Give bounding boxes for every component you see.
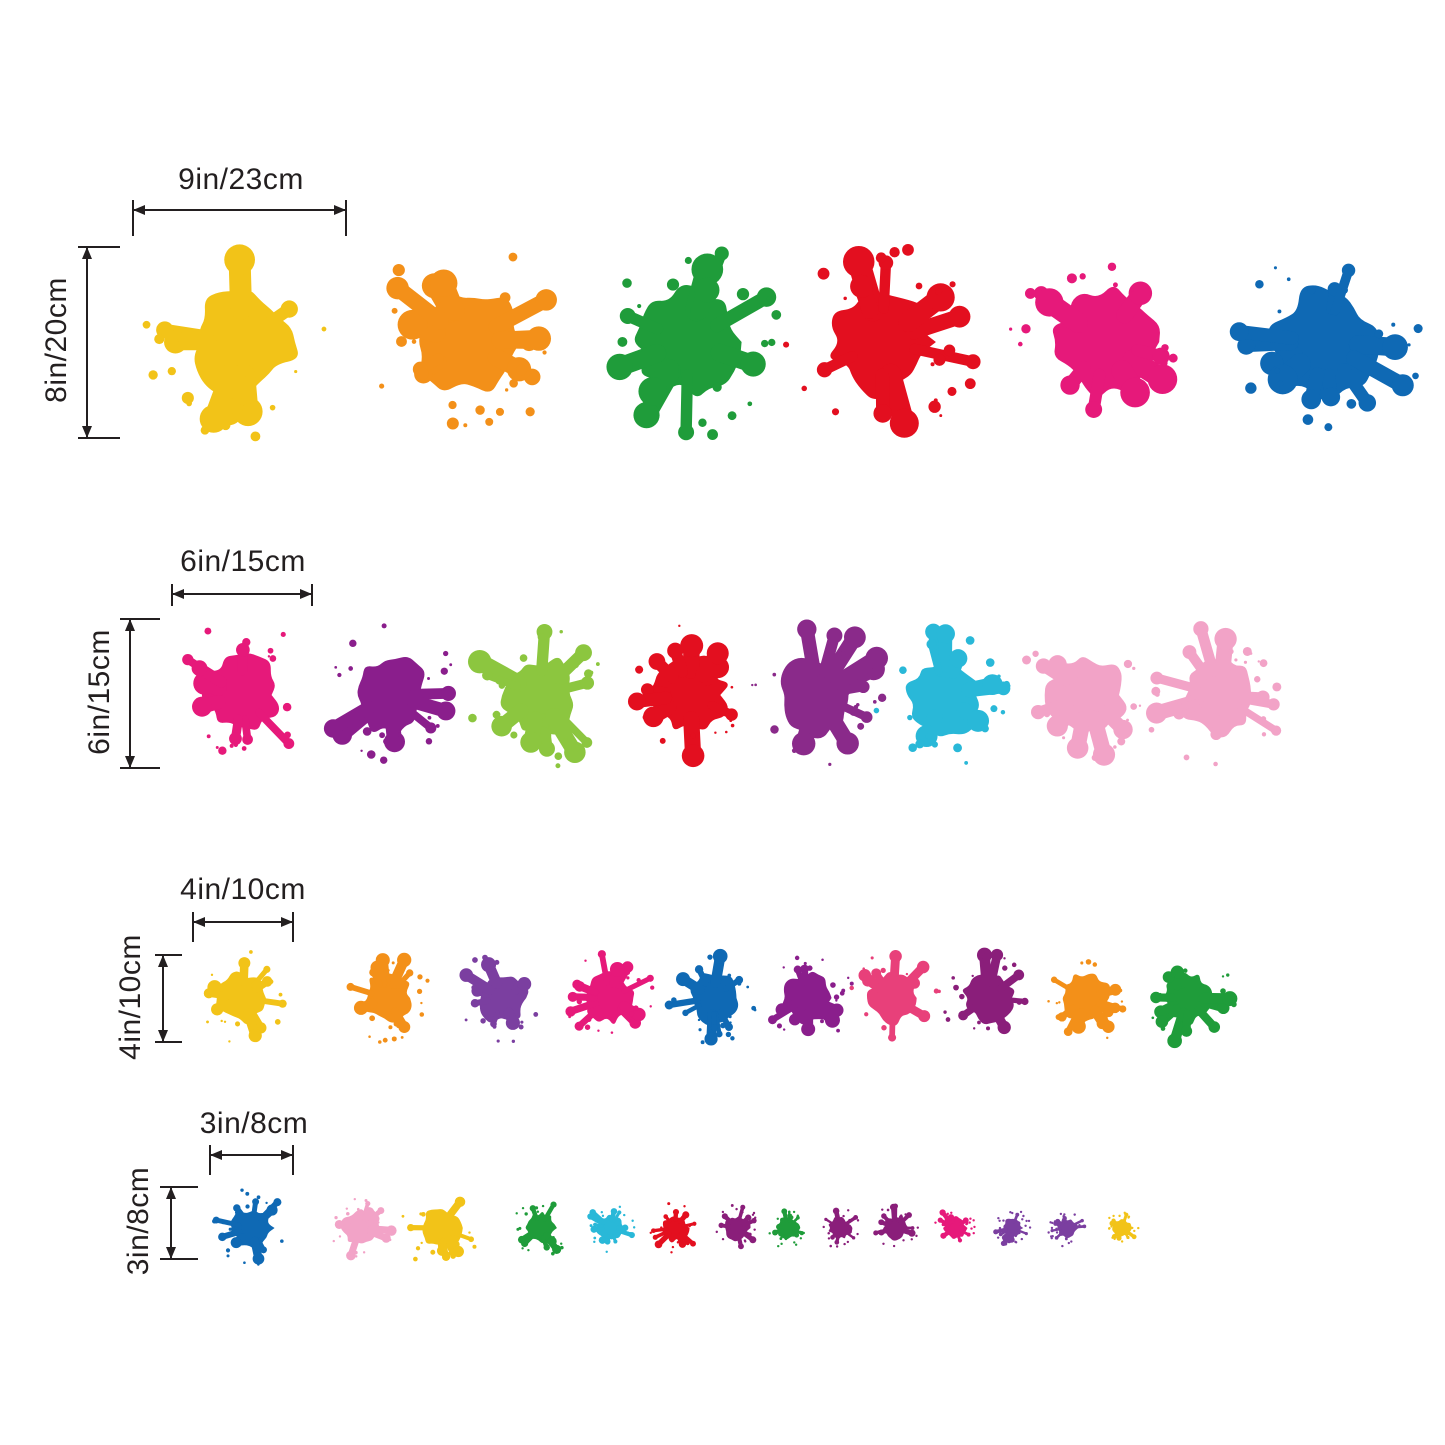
row1-paint-splat-2: [379, 252, 557, 430]
row3-height-label: 4in/10cm: [114, 934, 147, 1060]
row2-width-label: 6in/15cm: [180, 545, 306, 578]
row4-paint-splat-2: [332, 1197, 397, 1261]
row4-height-label: 3in/8cm: [122, 1166, 155, 1276]
row3-width-label: 4in/10cm: [180, 873, 306, 906]
row2-paint-splat-5: [751, 619, 888, 766]
row4-paint-splat-6: [649, 1202, 697, 1254]
row4-paint-splat-12: [993, 1210, 1032, 1247]
row3-paint-splat-10: [1150, 965, 1238, 1049]
row2-paint-splat-2: [323, 623, 456, 764]
row2-splats: [182, 619, 1282, 769]
row2-paint-splat-6: [873, 623, 1011, 765]
row1-width-label: 9in/23cm: [178, 163, 304, 196]
row4-paint-splat-1: [212, 1188, 284, 1266]
row4-paint-splat-4: [515, 1201, 564, 1256]
row3-paint-splat-9: [1047, 959, 1127, 1040]
row4-height-dimension: [160, 1186, 198, 1260]
row1-paint-splat-6: [1229, 263, 1423, 432]
row2-height-label: 6in/15cm: [83, 629, 116, 755]
row2-paint-splat-8: [1146, 621, 1282, 767]
row3-paint-splat-2: [346, 952, 430, 1044]
row1-paint-splat-5: [1009, 262, 1178, 418]
row3-height-dimension: [155, 954, 182, 1043]
row4-paint-splat-5: [587, 1205, 636, 1253]
row2-width-dimension: [171, 584, 313, 606]
row2-height-dimension: [120, 618, 160, 769]
row1-height-label: 8in/20cm: [40, 277, 73, 403]
row1-height-dimension: [78, 246, 120, 439]
row4-width-dimension: [209, 1145, 294, 1175]
row3-paint-splat-5: [664, 948, 757, 1046]
row1-width-dimension: [132, 200, 347, 236]
row4-paint-splat-11: [934, 1209, 976, 1243]
row4-paint-splat-8: [768, 1208, 805, 1248]
row4-paint-splat-13: [1047, 1212, 1087, 1248]
row3-paint-splat-3: [459, 954, 539, 1043]
row2-paint-splat-1: [182, 627, 295, 755]
row4-paint-splat-10: [873, 1203, 919, 1248]
row3-paint-splat-1: [203, 950, 287, 1043]
row3-paint-splat-6: [768, 955, 854, 1037]
row4-paint-splat-3: [401, 1196, 477, 1262]
row1-paint-splat-3: [606, 246, 782, 441]
row2-paint-splat-3: [467, 623, 600, 769]
row4-paint-splat-14: [1107, 1211, 1140, 1243]
row3-width-dimension: [192, 912, 294, 942]
row3-paint-splat-7: [849, 950, 941, 1042]
row4-splats: [212, 1188, 1140, 1266]
row3-paint-splat-8: [943, 947, 1029, 1035]
row3-paint-splat-4: [565, 950, 655, 1034]
row2-paint-splat-4: [627, 624, 738, 768]
row1-splats: [142, 243, 1423, 442]
row1-paint-splat-1: [142, 244, 327, 442]
row4-paint-splat-7: [715, 1204, 757, 1250]
row3-splats: [203, 947, 1238, 1049]
row4-paint-splat-9: [822, 1207, 860, 1248]
row1-paint-splat-4: [783, 243, 981, 438]
row4-width-label: 3in/8cm: [199, 1107, 309, 1140]
row2-paint-splat-7: [1022, 650, 1161, 766]
